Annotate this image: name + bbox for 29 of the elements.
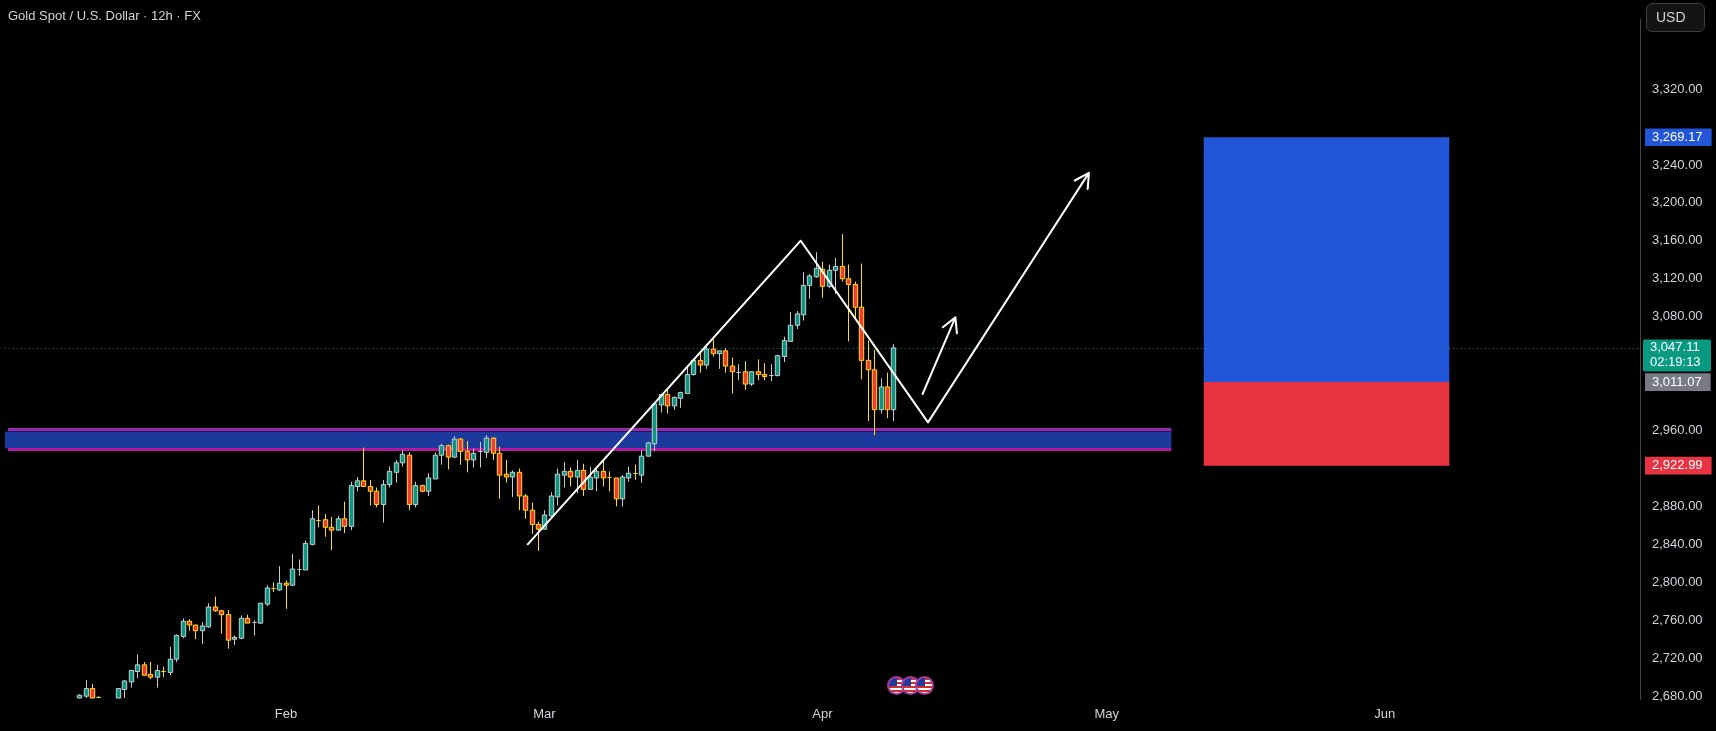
y-tick-label: 3,080.00: [1652, 308, 1703, 324]
y-tick-label: 3,240.00: [1652, 156, 1703, 172]
y-tick-label: 2,760.00: [1652, 611, 1703, 627]
y-tick-label: 3,320.00: [1652, 80, 1703, 96]
y-tick-label: 2,922.99: [1652, 457, 1703, 473]
candlestick: [160, 666, 167, 678]
ref-line-label: 3,047.11 02:19:13: [1650, 339, 1701, 370]
x-tick-label: Mar: [533, 706, 557, 722]
y-tick-label: 2,840.00: [1652, 535, 1703, 551]
y-tick-label: 2,880.00: [1652, 498, 1703, 514]
y-tick-label: 3,120.00: [1652, 270, 1703, 286]
candlestick: [315, 504, 322, 528]
y-tick-label: 3,011.07: [1652, 373, 1702, 389]
y-tick-label: 2,680.00: [1652, 687, 1703, 703]
x-tick-label: Feb: [274, 706, 298, 722]
y-tick-label: 3,269.17: [1652, 128, 1703, 144]
y-tick-label: 3,200.00: [1652, 194, 1703, 210]
x-tick-label: May: [1094, 706, 1120, 722]
x-tick-label: Apr: [812, 706, 834, 722]
candlestick: [632, 464, 639, 481]
x-tick-label: Jun: [1374, 706, 1396, 722]
y-tick-label: 2,800.00: [1652, 573, 1703, 589]
y-tick-label: 3,160.00: [1652, 232, 1703, 248]
candlestick: [270, 581, 277, 593]
y-tick-label: 2,960.00: [1652, 422, 1703, 438]
candlestick: [735, 363, 742, 381]
unit-button: USD: [1646, 3, 1705, 32]
chart-title: Gold Spot / U.S. Dollar · 12h · FX: [8, 8, 201, 24]
y-tick-label: 2,720.00: [1652, 649, 1703, 665]
